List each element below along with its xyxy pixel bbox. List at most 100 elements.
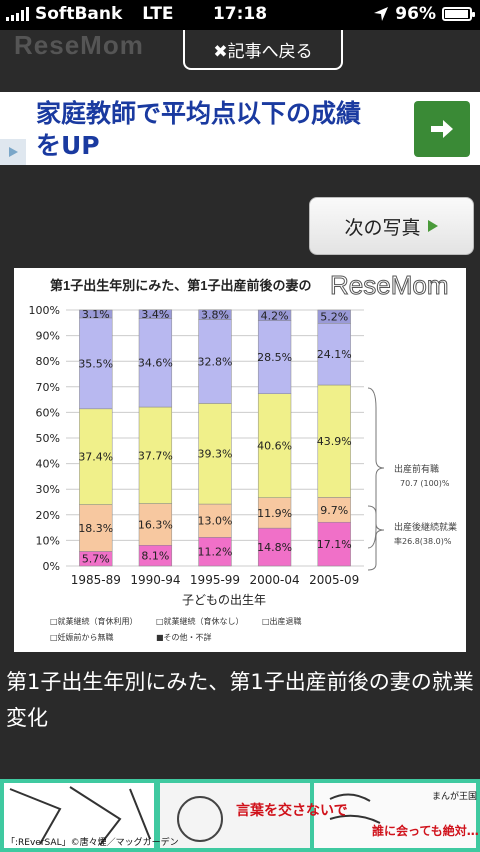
ad-text[interactable]: 家庭教師で平均点以下の成績 をUP bbox=[36, 98, 406, 162]
annotation-3: 出産後継続就業 bbox=[394, 521, 457, 533]
bar-segment bbox=[317, 384, 351, 498]
legend-item: □就業継続（育休利用） bbox=[50, 616, 138, 626]
y-tick-label: 80% bbox=[36, 355, 60, 368]
data-label: 24.1% bbox=[317, 348, 352, 361]
y-tick-label: 20% bbox=[36, 509, 60, 522]
site-logo[interactable]: ReseMom bbox=[14, 30, 144, 60]
data-label: 34.6% bbox=[138, 357, 173, 370]
y-tick-label: 90% bbox=[36, 330, 60, 343]
status-left: SoftBank LTE bbox=[6, 4, 174, 24]
data-label: 5.7% bbox=[82, 553, 110, 566]
bar-segment bbox=[257, 393, 292, 498]
data-label: 13.0% bbox=[198, 515, 233, 528]
bar-segment bbox=[257, 497, 292, 529]
data-label: 28.5% bbox=[257, 351, 292, 364]
article-photo[interactable]: 第1子出生年別にみた、第1子出産前後の妻の ReseMom 100% 90% 80%… bbox=[14, 268, 466, 652]
stacked-bar-chart: 第1子出生年別にみた、第1子出産前後の妻の ReseMom 100% 90% 80%… bbox=[29, 270, 457, 643]
watermark: ReseMom bbox=[330, 270, 448, 300]
status-bar: SoftBank LTE 17:18 96% bbox=[0, 0, 480, 30]
y-tick-label: 100% bbox=[29, 304, 60, 317]
data-label: 11.2% bbox=[198, 546, 233, 559]
ad-side-label: まんが王国 bbox=[432, 790, 477, 802]
data-label: 37.4% bbox=[78, 451, 113, 464]
back-to-article-button[interactable]: ✖記事へ戻る bbox=[183, 30, 343, 70]
x-tick-label: 1995-99 bbox=[190, 573, 240, 587]
bar-segment bbox=[198, 309, 232, 320]
data-label: 43.9% bbox=[317, 435, 352, 448]
data-label: 3.8% bbox=[201, 309, 229, 322]
next-photo-button[interactable]: 次の写真 bbox=[309, 197, 474, 255]
legend-item: □妊娠前から無職 bbox=[50, 632, 114, 642]
legend-item: □出産退職 bbox=[262, 616, 302, 626]
legend: □就業継続（育休利用） □就業継続（育休なし） □出産退職 □妊娠前から無職 ■… bbox=[50, 616, 302, 642]
bar-segment bbox=[138, 503, 173, 546]
y-tick-label: 0% bbox=[43, 560, 60, 573]
ad-arrow-button[interactable] bbox=[414, 101, 470, 157]
network-type: LTE bbox=[142, 4, 174, 24]
annotation-bracket-2 bbox=[367, 505, 385, 571]
data-label: 37.7% bbox=[138, 449, 173, 462]
annotation-4: 率26.8(38.0)% bbox=[394, 536, 452, 546]
manga-ad-art: 「:REverSAL」©唐々煙／マッグガーデン 言葉を交さないで 誰に会っても絶… bbox=[0, 779, 480, 852]
bar-segment bbox=[317, 323, 351, 386]
carrier-name: SoftBank bbox=[35, 4, 123, 24]
data-label: 9.7% bbox=[320, 504, 348, 517]
battery-fill bbox=[445, 10, 468, 18]
y-tick-label: 30% bbox=[36, 483, 60, 496]
ad-line-2: をUP bbox=[36, 131, 100, 160]
y-tick-label: 60% bbox=[36, 406, 60, 419]
bar-segment bbox=[198, 319, 232, 404]
arrow-right-icon bbox=[431, 120, 453, 138]
data-label: 14.8% bbox=[257, 541, 292, 554]
y-tick-label: 40% bbox=[36, 458, 60, 471]
bar-segment bbox=[198, 503, 232, 538]
bar-segment bbox=[257, 527, 292, 567]
status-time: 17:18 bbox=[212, 4, 268, 24]
x-axis-label: 子どもの出生年 bbox=[182, 593, 266, 607]
play-triangle-icon bbox=[9, 147, 18, 157]
bar-segment bbox=[79, 309, 113, 319]
y-tick-label: 10% bbox=[36, 534, 60, 547]
data-label: 5.2% bbox=[320, 311, 348, 324]
next-photo-label: 次の写真 bbox=[344, 216, 421, 239]
data-label: 3.1% bbox=[82, 308, 110, 321]
status-right: 96% bbox=[373, 4, 475, 24]
y-tick-label: 50% bbox=[36, 432, 60, 445]
bar-segment bbox=[138, 309, 173, 319]
bar-segment bbox=[317, 309, 351, 324]
x-tick-label: 2000-04 bbox=[250, 573, 300, 587]
data-label: 39.3% bbox=[198, 448, 233, 461]
signal-strength-icon bbox=[6, 7, 29, 21]
top-bar: ReseMom ✖記事へ戻る bbox=[0, 30, 480, 92]
data-label: 40.6% bbox=[257, 440, 292, 453]
bar-segment bbox=[317, 497, 351, 523]
data-label: 11.9% bbox=[257, 507, 292, 520]
bar-segment bbox=[257, 309, 292, 322]
x-tick-label: 2005-09 bbox=[309, 573, 359, 587]
annotations: 出産前有職 70.7 (100)% 出産後継続就業 率26.8(38.0)% bbox=[367, 387, 457, 571]
data-label: 8.1% bbox=[141, 550, 169, 563]
ad-bubble-2: 誰に会っても絶対… bbox=[372, 823, 479, 838]
bar-segment bbox=[198, 537, 232, 567]
data-label: 35.5% bbox=[78, 357, 113, 370]
bar-segment bbox=[257, 320, 292, 394]
data-label: 17.1% bbox=[317, 538, 352, 551]
play-triangle-icon bbox=[427, 220, 438, 232]
y-tick-label: 70% bbox=[36, 381, 60, 394]
ad-bubble-1: 言葉を交さないで bbox=[236, 802, 348, 819]
data-label: 32.8% bbox=[198, 355, 233, 368]
legend-item: □就業継続（育休なし） bbox=[156, 616, 244, 626]
battery-icon bbox=[442, 7, 475, 21]
annotation-1: 出産前有職 bbox=[394, 463, 439, 475]
annotation-2: 70.7 (100)% bbox=[400, 479, 450, 488]
bottom-ad-banner[interactable]: 「:REverSAL」©唐々煙／マッグガーデン 言葉を交さないで 誰に会っても絶… bbox=[0, 779, 480, 852]
data-label: 16.3% bbox=[138, 518, 173, 531]
location-arrow-icon bbox=[374, 7, 389, 21]
ad-choices-icon[interactable] bbox=[0, 139, 26, 165]
legend-item: ■その他・不詳 bbox=[156, 632, 212, 642]
ad-banner[interactable]: 家庭教師で平均点以下の成績 をUP bbox=[0, 92, 480, 165]
x-tick-label: 1990-94 bbox=[130, 573, 180, 587]
ad-line-1: 家庭教師で平均点以下の成績 bbox=[36, 99, 362, 128]
data-label: 3.4% bbox=[141, 308, 169, 321]
chart-title: 第1子出生年別にみた、第1子出産前後の妻の bbox=[50, 278, 311, 293]
